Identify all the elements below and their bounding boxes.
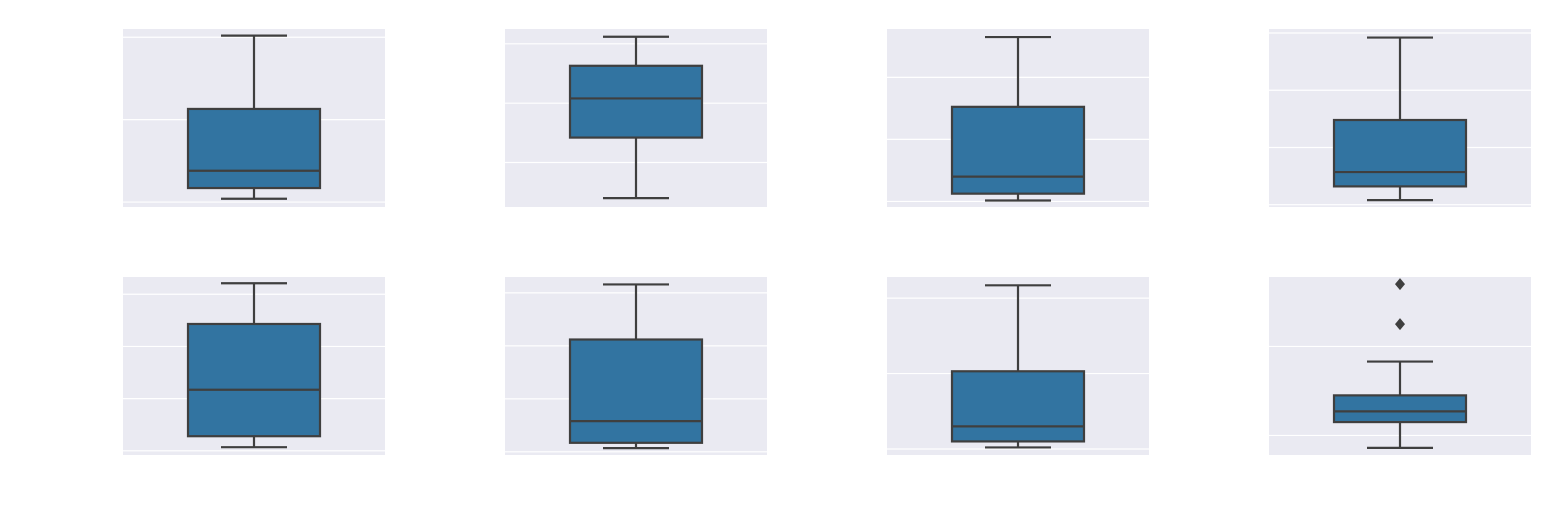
boxplot-panel-population: [505, 29, 767, 207]
boxplot-panel-CPI: [1269, 277, 1531, 455]
iqr-box: [568, 338, 704, 444]
outlier-point: [1395, 318, 1405, 331]
boxplot-panel-tax: [505, 277, 767, 455]
iqr-box: [1332, 394, 1468, 424]
boxplot-panel-total-export-import-volume: [123, 277, 385, 455]
iqr-box: [950, 105, 1086, 195]
iqr-box: [568, 64, 704, 139]
iqr-box: [186, 107, 322, 190]
iqr-box: [1332, 118, 1468, 188]
boxplot-panel-M2: [887, 277, 1149, 455]
outlier-point: [1395, 278, 1405, 291]
iqr-box: [950, 370, 1086, 443]
boxplot-panel-fixed-investments: [887, 29, 1149, 207]
iqr-box: [186, 322, 322, 438]
boxplot-panel-GDP: [123, 29, 385, 207]
boxplot-panel-consumption-level: [1269, 29, 1531, 207]
